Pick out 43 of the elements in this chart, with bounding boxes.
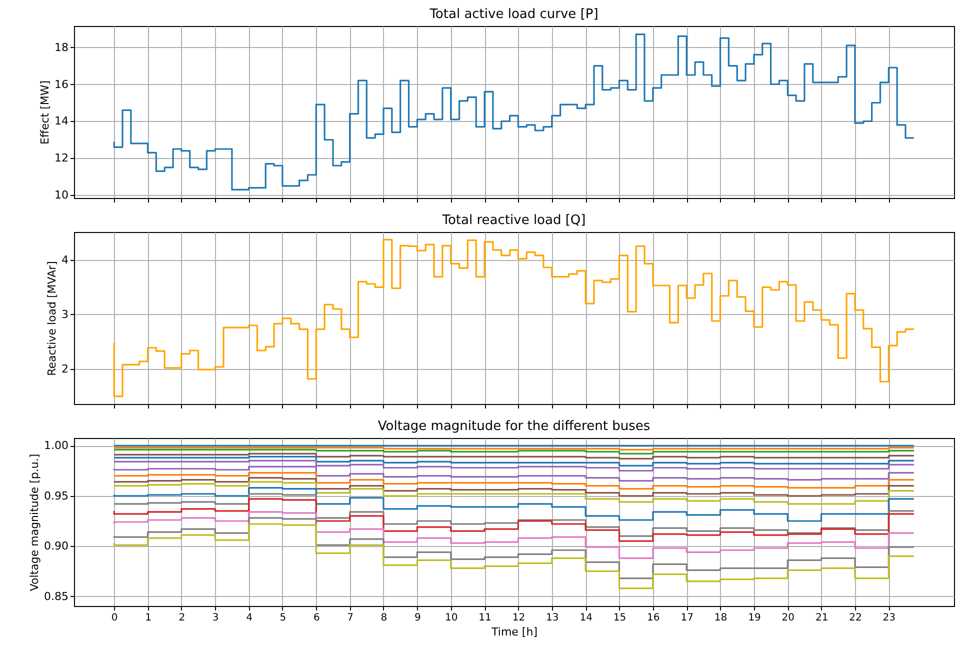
x-tick-label: 9: [414, 612, 421, 624]
x-tick-label: 3: [212, 612, 219, 624]
x-tick-label: 17: [680, 612, 694, 624]
x-tick-label: 19: [748, 612, 761, 624]
x-tick-label: 13: [546, 612, 559, 624]
x-tick-label: 0: [111, 612, 118, 624]
y-axis-title: Reactive load [MVAr]: [46, 261, 58, 376]
x-tick-label: 14: [580, 612, 592, 624]
x-tick-label: 16: [647, 612, 660, 624]
x-tick-label: 10: [444, 612, 458, 624]
y-tick-label: 10: [54, 188, 68, 202]
y-axis-title: Voltage magnitude [p.u.]: [28, 454, 42, 592]
x-tick-label: 4: [246, 612, 252, 624]
x-tick-label: 7: [347, 612, 354, 624]
y-tick-label: 14: [54, 114, 68, 128]
y-tick-label: 12: [54, 152, 68, 165]
x-tick-label: 8: [380, 612, 388, 624]
x-tick-label: 21: [815, 612, 828, 624]
x-tick-label: 5: [280, 612, 286, 624]
y-tick-label: 3: [62, 308, 68, 321]
chart-title: Total reactive load [Q]: [441, 213, 586, 228]
y-tick-label: 1.00: [44, 439, 68, 452]
x-tick-label: 22: [849, 612, 862, 624]
y-tick-label: 0.95: [44, 489, 68, 502]
y-tick-label: 0.85: [44, 590, 68, 603]
x-tick-label: 2: [178, 612, 186, 624]
chart-title: Voltage magnitude for the different buses: [378, 419, 650, 434]
chart-title: Total active load curve [P]: [428, 7, 598, 22]
x-tick-label: 6: [313, 612, 320, 624]
x-tick-label: 15: [613, 612, 626, 624]
y-tick-label: 2: [62, 362, 68, 376]
x-tick-label: 23: [882, 612, 896, 624]
x-tick-label: 1: [145, 612, 152, 624]
x-tick-label: 11: [478, 612, 492, 624]
x-tick-label: 18: [714, 612, 728, 624]
x-axis-title: Time [h]: [490, 626, 538, 638]
y-tick-label: 16: [54, 78, 68, 91]
y-tick-label: 4: [62, 253, 68, 266]
y-axis-title: Effect [MW]: [38, 80, 52, 145]
y-tick-label: 0.90: [44, 540, 68, 553]
x-tick-label: 12: [512, 612, 526, 624]
x-tick-label: 20: [782, 612, 794, 624]
y-tick-label: 18: [54, 40, 68, 54]
